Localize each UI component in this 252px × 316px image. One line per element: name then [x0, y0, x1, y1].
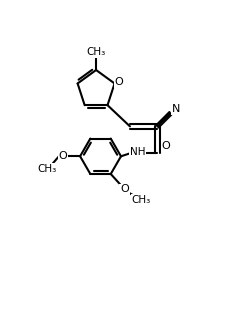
Text: CH₃: CH₃ — [132, 195, 151, 205]
Text: O: O — [162, 141, 170, 151]
Text: O: O — [59, 151, 68, 161]
Text: O: O — [115, 77, 123, 87]
Text: N: N — [172, 104, 180, 114]
Text: CH₃: CH₃ — [86, 47, 106, 57]
Text: O: O — [120, 185, 129, 194]
Text: CH₃: CH₃ — [38, 164, 57, 174]
Text: NH: NH — [130, 147, 145, 156]
